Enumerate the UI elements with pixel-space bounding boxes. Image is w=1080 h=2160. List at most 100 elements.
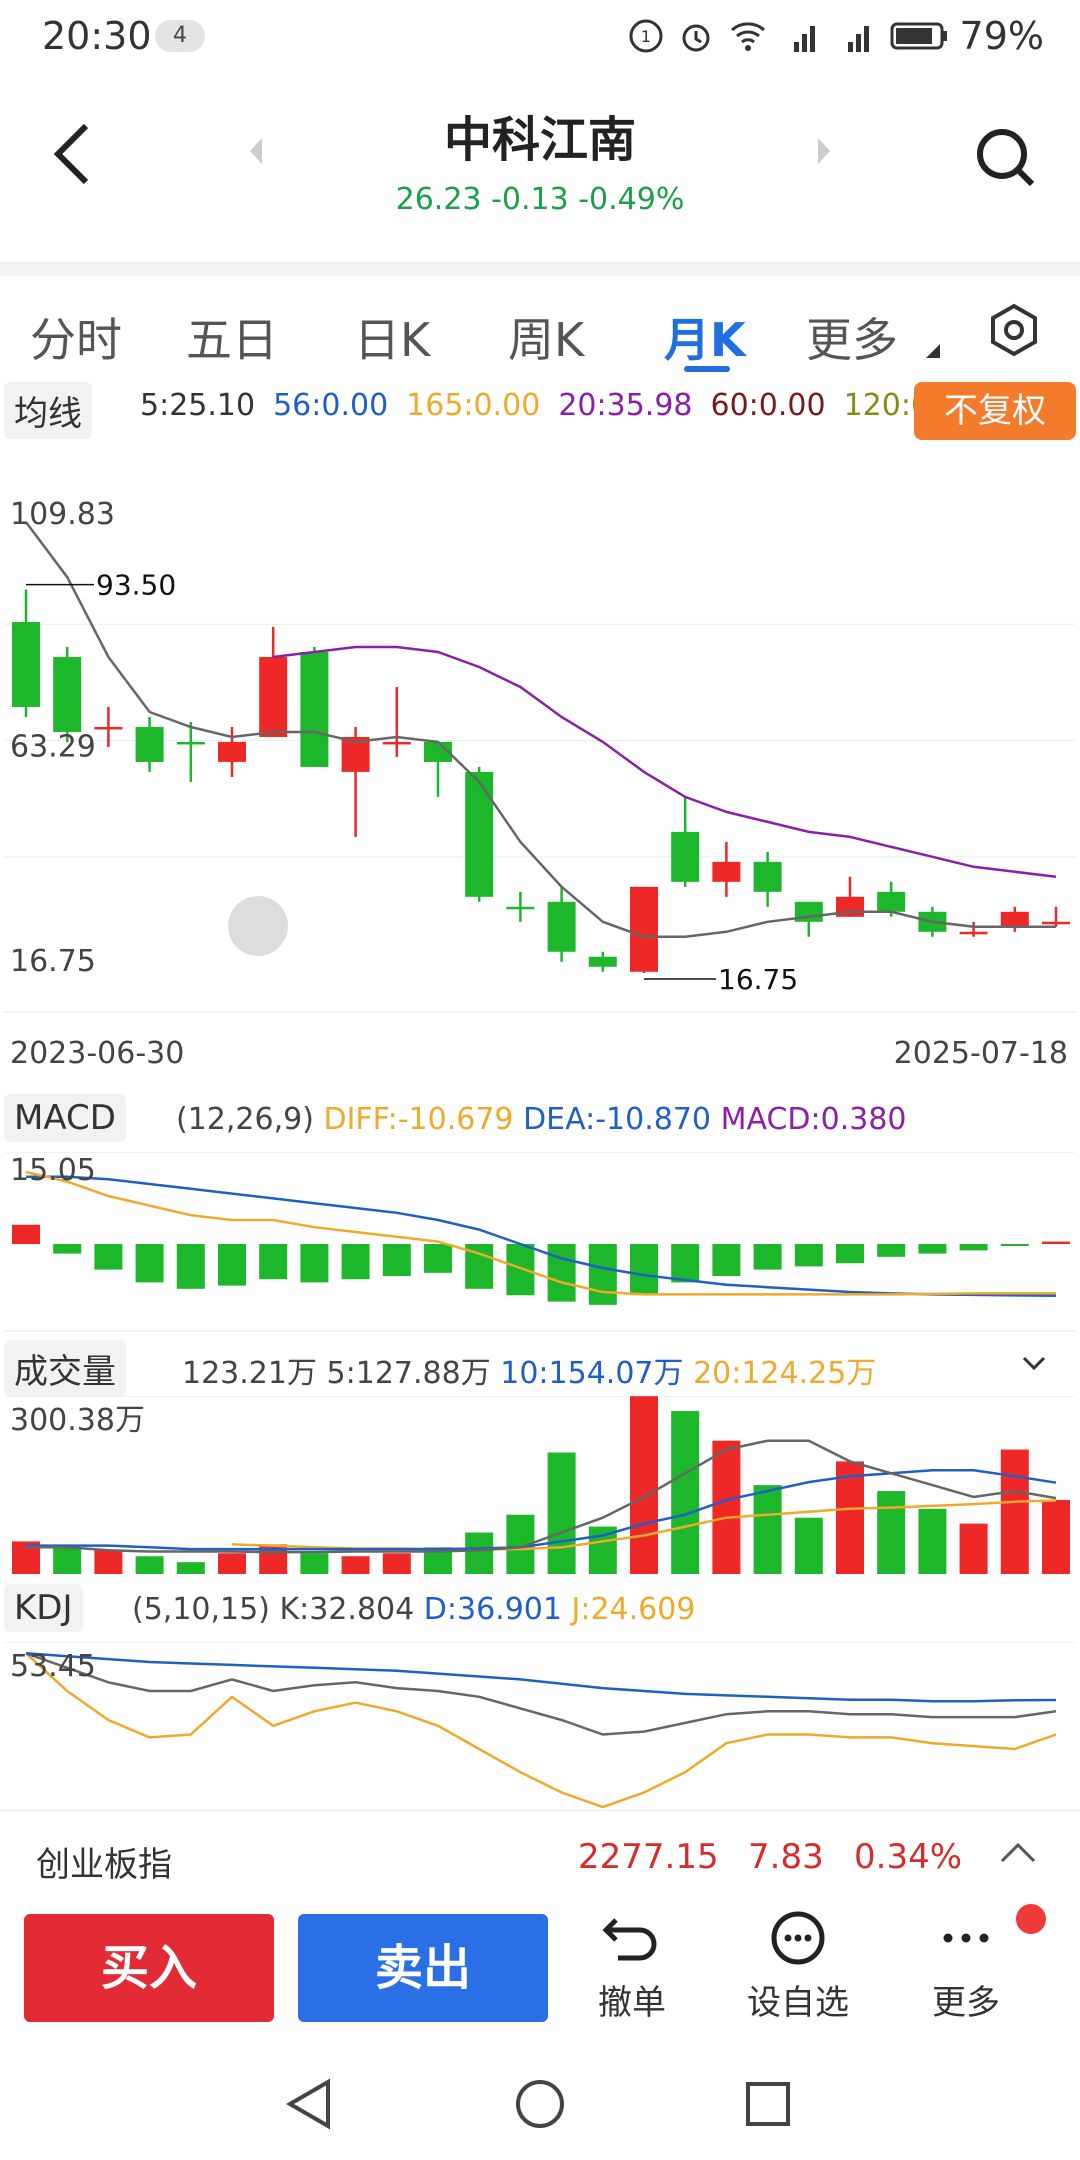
volume-bar [712,1440,741,1574]
kdj-k-line [25,1652,1057,1736]
adjust-type-button[interactable]: 不复权 [914,382,1076,440]
macd-bar [300,1244,329,1283]
y-tick-label: 109.83 [10,497,115,532]
more-circle-icon [771,1911,825,1965]
nav-recents-icon[interactable] [744,2080,792,2128]
macd-bar [630,1244,658,1296]
macd-bar [794,1244,823,1267]
macd-bar [588,1244,617,1305]
sell-button[interactable]: 卖出 [298,1914,548,2022]
more-actions-button[interactable]: 更多 [896,1910,1036,2024]
stock-change-pct: -0.49% [578,182,685,217]
y-top-label: 53.45 [10,1649,96,1684]
next-stock-icon[interactable] [814,136,834,166]
collapse-chevron-icon[interactable] [1022,1356,1046,1372]
more-dots-icon [943,1933,989,1943]
vol-ma10-line [26,1469,1057,1551]
tab-weekly-k[interactable]: 周K [508,313,585,367]
back-icon[interactable] [50,122,94,186]
macd-bar [94,1244,123,1270]
buy-button[interactable]: 买入 [24,1914,274,2022]
diff-line [25,1170,1056,1296]
cancel-order-button[interactable]: 撤单 [562,1910,702,2024]
period-tabs: 分时 五日 日K 周K 月K 更多 [0,262,1080,372]
tab-monthly-k[interactable]: 月K [664,313,746,367]
volume-bar [959,1523,988,1574]
volume-bar [630,1396,658,1574]
y-tick-label: 63.29 [10,730,96,765]
kdj-params: (5,10,15) [132,1592,270,1627]
tab-more[interactable]: 更多 [806,313,898,367]
macd-bar [671,1244,700,1283]
volume-bar [1042,1499,1070,1574]
macd-bar [218,1244,246,1286]
expand-up-icon[interactable] [1000,1841,1036,1865]
macd-bar [1042,1241,1070,1244]
active-tab-indicator [684,366,730,372]
volume-ma5: 5:127.88万 [326,1356,491,1391]
x-end-date: 2025-07-18 [893,1036,1068,1071]
stock-header: 中科江南 26.23 -0.13 -0.49% [0,72,1080,240]
stock-change: -0.13 [491,182,569,217]
vol-ma5-line [26,1439,1057,1554]
index-ticker[interactable]: 创业板指 2277.15 7.83 0.34% [0,1810,1080,1900]
tab-intraday[interactable]: 分时 [30,313,122,367]
kdj-j: J:24.609 [571,1592,696,1627]
candle-body [712,861,741,882]
y-top-label: 15.05 [10,1153,96,1188]
prev-stock-icon[interactable] [246,136,266,166]
volume-bar [547,1452,576,1574]
volume-selector-label: 成交量 [4,1340,126,1397]
add-watchlist-button[interactable]: 设自选 [728,1910,868,2024]
volume-bar [53,1547,82,1574]
macd-selector[interactable]: MACD [4,1094,126,1142]
macd-bar [341,1244,370,1280]
volume-bar [94,1550,123,1574]
index-name: 创业板指 [36,1845,172,1885]
search-icon[interactable] [974,126,1038,190]
candle-body [547,901,576,952]
candle-body [1042,921,1070,925]
macd-selector-label: MACD [4,1094,126,1142]
kdj-chart[interactable]: 53.45 [4,1642,1076,1810]
macd-chart[interactable]: 15.05 [4,1152,1076,1332]
volume-selector[interactable]: 成交量 [4,1340,126,1397]
index-change: 7.83 [748,1837,824,1877]
settings-icon[interactable] [986,302,1042,358]
kdj-d-line [25,1652,1057,1703]
svg-text:1: 1 [641,27,651,46]
signal-4g-icon [794,26,815,52]
candle-body [671,831,700,882]
ma5-line [24,521,1056,939]
ma-selector[interactable]: 均线 [4,382,92,439]
tab-five-day[interactable]: 五日 [186,313,278,367]
kdj-selector[interactable]: KDJ [4,1584,83,1632]
undo-icon [602,1918,657,1961]
kdj-d: D:36.901 [423,1592,562,1627]
macd-bar [176,1244,205,1289]
nav-back-icon[interactable] [284,2078,334,2130]
kdj-legend: (5,10,15) K:32.804 D:36.901 J:24.609 [132,1592,695,1627]
signal-4g-icon-2 [848,26,869,52]
status-icons: 1 [628,16,950,56]
ma-legend-item: 20:35.98 [558,388,693,423]
candle-body [382,741,411,745]
volume-chart[interactable]: 300.38万 [4,1396,1076,1576]
macd-bar [506,1244,535,1296]
low-price-label: 16.75 [718,963,798,996]
tab-daily-k[interactable]: 日K [354,313,431,367]
candle-body [135,726,164,762]
macd-bar [836,1244,864,1264]
volume-legend: 123.21万 5:127.88万 10:154.07万 20:124.25万 [182,1348,876,1392]
dropdown-triangle-icon [926,344,940,358]
volume-value: 123.21万 [182,1356,317,1391]
candle-body [53,657,82,732]
macd-bar [753,1244,782,1270]
nav-home-icon[interactable] [514,2078,566,2130]
kdj-k: K:32.804 [279,1592,415,1627]
candle-body [588,956,617,967]
kline-chart[interactable]: 109.83 63.29 16.75 93.50 16.75 [4,478,1076,1013]
stock-name: 中科江南 [443,112,636,168]
macd-bar [382,1244,411,1276]
data-saver-icon: 1 [629,19,663,53]
